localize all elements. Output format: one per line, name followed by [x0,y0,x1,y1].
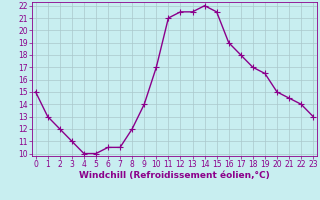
X-axis label: Windchill (Refroidissement éolien,°C): Windchill (Refroidissement éolien,°C) [79,171,270,180]
